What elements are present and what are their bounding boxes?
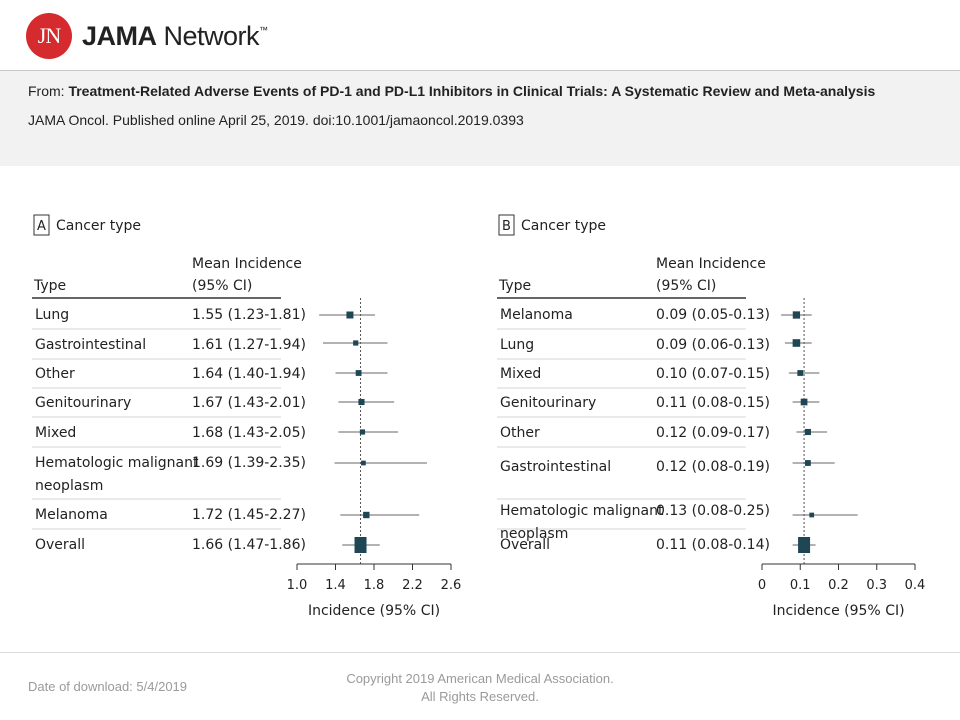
panel-b-row-ci-text: 0.11 (0.08-0.14) — [656, 537, 770, 553]
panel-b-col-type: Type — [498, 278, 531, 294]
logo-badge: JN — [26, 13, 72, 59]
panel-a-mean-marker — [353, 340, 359, 346]
panel-b-row-ci-text: 0.12 (0.08-0.19) — [656, 459, 770, 475]
panel-a-x-tick-label: 1.0 — [287, 578, 308, 593]
panel-b-row-label: Melanoma — [500, 307, 573, 323]
panel-b-letter-box — [498, 214, 515, 236]
panel-a-mean-marker — [363, 511, 370, 519]
panel-a-row-label: Other — [35, 366, 75, 382]
panel-b-row-ci-text: 0.09 (0.06-0.13) — [656, 337, 770, 353]
panel-a-col-mean-1: Mean Incidence — [192, 256, 302, 272]
panel-a-letter: A — [37, 219, 46, 234]
panel-a-row-label: Melanoma — [35, 507, 108, 523]
panel-b-row-label: Gastrointestinal — [500, 459, 611, 475]
citation-from: From: Treatment-Related Adverse Events o… — [28, 81, 922, 102]
panel-a-row-ci-text: 1.61 (1.27-1.94) — [192, 337, 306, 353]
panel-a-title: Cancer type — [56, 218, 141, 234]
logo-tm: ™ — [259, 24, 268, 35]
article-title[interactable]: Treatment-Related Adverse Events of PD-1… — [68, 83, 876, 99]
panel-a-row-ci-text: 1.69 (1.39-2.35) — [192, 455, 306, 471]
panel-a-row-label: Gastrointestinal — [35, 337, 146, 353]
panel-a-col-mean-2: (95% CI) — [192, 278, 252, 294]
panel-b-col-mean-1: Mean Incidence — [656, 256, 766, 272]
panel-a-row-ci-text: 1.68 (1.43-2.05) — [192, 425, 306, 441]
panel-b-row-ci-text: 0.10 (0.07-0.15) — [656, 366, 770, 382]
panel-b-mean-marker — [804, 428, 811, 436]
panel-b-mean-marker — [798, 537, 811, 553]
logo-rest: Network — [156, 20, 260, 51]
panel-b-letter: B — [502, 219, 511, 234]
panel-a-mean-marker — [355, 370, 362, 376]
panel-a-row-ci-text: 1.64 (1.40-1.94) — [192, 366, 306, 382]
from-label: From: — [28, 83, 69, 99]
panel-b-x-tick-label: 0.3 — [866, 578, 887, 593]
panel-b-mean-marker — [792, 339, 801, 347]
panel-a-mean-marker — [361, 460, 366, 466]
copyright: Copyright 2019 American Medical Associat… — [300, 670, 660, 706]
panel-a-mean-marker — [359, 429, 366, 435]
panel-a-x-axis-label: Incidence (95% CI) — [308, 603, 440, 619]
logo-bold: JAMA — [82, 20, 157, 51]
panel-a-mean-marker — [354, 537, 367, 553]
panel-b-row-label: Overall — [500, 537, 550, 553]
panel-a-row-ci-text: 1.55 (1.23-1.81) — [192, 307, 306, 323]
copyright-line-2: All Rights Reserved. — [421, 689, 539, 704]
panel-a-row-label: Hematologic malignant — [35, 455, 199, 471]
panel-a-mean-marker — [346, 311, 354, 319]
panel-a-x-tick-label: 1.4 — [325, 578, 346, 593]
panel-a-row-label: Overall — [35, 537, 85, 553]
panel-a-x-tick-label: 2.2 — [402, 578, 423, 593]
panel-b-x-tick-label: 0.2 — [828, 578, 849, 593]
panel-b-row-label: Genitourinary — [500, 395, 596, 411]
panel-b-row-ci-text: 0.12 (0.09-0.17) — [656, 425, 770, 441]
panel-b-row-label: Hematologic malignant — [500, 503, 664, 519]
panel-b-x-tick-label: 0 — [758, 578, 766, 593]
panel-b-mean-marker — [805, 460, 811, 466]
panel-a-col-type: Type — [33, 278, 66, 294]
panel-a-letter-box — [33, 214, 50, 236]
panel-a-row-label: neoplasm — [35, 478, 103, 494]
panel-b-row-ci-text: 0.09 (0.05-0.13) — [656, 307, 770, 323]
panel-a-mean-marker — [358, 398, 365, 406]
download-date: Date of download: 5/4/2019 — [28, 679, 188, 694]
panel-a-x-tick-label: 1.8 — [364, 578, 385, 593]
panel-a-row-ci-text: 1.72 (1.45-2.27) — [192, 507, 306, 523]
citation-banner: From: Treatment-Related Adverse Events o… — [0, 70, 960, 166]
journal-line: JAMA Oncol. Published online April 25, 2… — [28, 112, 524, 128]
logo-wordmark: JAMA Network™ — [82, 21, 268, 52]
copyright-line-1: Copyright 2019 American Medical Associat… — [346, 671, 614, 686]
panel-b-x-tick-label: 0.1 — [790, 578, 811, 593]
jama-network-logo[interactable]: JN JAMA Network™ — [26, 12, 268, 60]
panel-a-row-ci-text: 1.66 (1.47-1.86) — [192, 537, 306, 553]
panel-b-title: Cancer type — [521, 218, 606, 234]
panel-b-mean-marker — [792, 311, 801, 319]
panel-a-row-ci-text: 1.67 (1.43-2.01) — [192, 395, 306, 411]
panel-b-x-axis-label: Incidence (95% CI) — [772, 603, 904, 619]
panel-a-row-label: Lung — [35, 307, 69, 323]
panel-b-row-ci-text: 0.11 (0.08-0.15) — [656, 395, 770, 411]
panel-b-row-ci-text: 0.13 (0.08-0.25) — [656, 503, 770, 519]
panel-b-row-label: Other — [500, 425, 540, 441]
panel-b-row-label: Mixed — [500, 366, 541, 382]
panel-b-x-tick-label: 0.4 — [905, 578, 926, 593]
panel-b-col-mean-2: (95% CI) — [656, 278, 716, 294]
footer: Date of download: 5/4/2019 Copyright 201… — [0, 652, 960, 720]
panel-a-row-label: Mixed — [35, 425, 76, 441]
forest-plot-svg: A Cancer type Mean Incidence (95% CI) Type Lu… — [32, 214, 926, 619]
panel-a-x-tick-label: 2.6 — [441, 578, 462, 593]
forest-plot-figure: A Cancer type Mean Incidence (95% CI) Type Lu… — [0, 166, 960, 652]
panel-b-mean-marker — [800, 398, 808, 406]
panel-b-row-label: Lung — [500, 337, 534, 353]
panel-b-row-label: neoplasm — [500, 526, 568, 542]
panel-a-row-label: Genitourinary — [35, 395, 131, 411]
panel-b-mean-marker — [797, 370, 804, 376]
panel-b-mean-marker — [809, 512, 815, 518]
